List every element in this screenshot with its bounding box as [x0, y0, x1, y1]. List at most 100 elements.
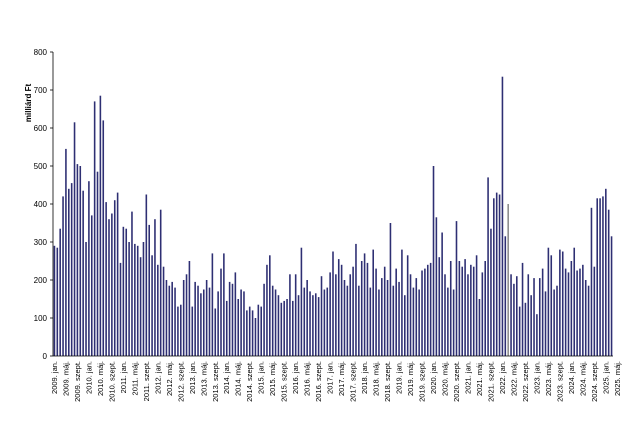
x-tick-label: 2015. jan. — [257, 361, 266, 394]
x-tick-label: 2016. szept. — [314, 361, 323, 402]
bar — [424, 268, 426, 356]
y-tick-label: 800 — [34, 48, 48, 57]
bar — [197, 285, 199, 356]
x-tick-label: 2011. máj. — [130, 361, 139, 395]
y-tick-label: 200 — [34, 276, 48, 285]
bar — [550, 255, 553, 356]
bar — [404, 295, 406, 356]
bar — [68, 188, 70, 356]
bar — [223, 253, 225, 356]
bar — [343, 280, 346, 356]
x-tick-label: 2010. szept. — [107, 361, 116, 402]
x-tick-label: 2024. jan. — [567, 361, 576, 394]
bar — [561, 251, 564, 356]
bar — [372, 249, 374, 356]
bar — [90, 215, 93, 356]
x-tick-label: 2009. szept. — [73, 361, 82, 402]
bar — [487, 177, 489, 356]
bar — [392, 285, 395, 356]
x-tick-label: 2013. máj. — [199, 361, 208, 396]
bar — [358, 285, 360, 356]
bar — [277, 295, 280, 356]
x-tick-label: 2009. máj. — [61, 361, 70, 396]
bar — [383, 266, 386, 356]
bar — [507, 204, 509, 356]
bar — [570, 261, 573, 356]
bar — [113, 200, 116, 356]
bar — [159, 209, 162, 356]
bar — [533, 278, 535, 356]
x-tick-label: 2019. máj. — [406, 361, 415, 396]
bar — [455, 221, 458, 356]
bar — [85, 242, 87, 356]
bar — [567, 272, 570, 356]
bar — [214, 308, 217, 356]
x-tick-label: 2012. máj. — [165, 361, 174, 396]
bar — [472, 266, 475, 356]
bar — [274, 289, 277, 356]
x-tick-label: 2018. máj. — [372, 361, 381, 396]
bar — [165, 280, 168, 356]
bar — [458, 261, 461, 356]
x-tick-label: 2020. szept. — [452, 361, 461, 402]
bar — [329, 272, 331, 356]
x-tick-label: 2010. jan. — [84, 361, 93, 394]
x-tick-label: 2018. szept. — [383, 361, 392, 402]
x-tick-label: 2019. szept. — [418, 361, 427, 402]
bar — [429, 262, 432, 356]
bar — [294, 274, 297, 356]
bar — [553, 289, 555, 356]
bar — [559, 249, 561, 356]
bar — [579, 268, 581, 356]
bar — [73, 122, 76, 356]
x-tick-label: 2011. szept. — [142, 361, 151, 401]
y-tick-label: 300 — [34, 238, 48, 247]
bar — [323, 289, 326, 356]
bar — [510, 274, 512, 356]
bar — [108, 219, 110, 356]
x-tick-label: 2016. jan. — [291, 361, 300, 394]
bar — [309, 291, 311, 356]
bar — [452, 289, 455, 356]
bar — [56, 247, 59, 356]
y-tick-label: 400 — [34, 200, 48, 209]
bar — [335, 274, 337, 356]
bar — [349, 274, 352, 356]
x-tick-label: 2015. máj. — [268, 361, 277, 396]
bar — [208, 287, 211, 356]
bar — [116, 192, 119, 356]
bar — [105, 202, 107, 356]
x-tick-label: 2010. máj. — [96, 361, 105, 396]
x-tick-label: 2011. jan. — [119, 361, 128, 393]
bar — [303, 287, 306, 356]
bar — [70, 183, 73, 356]
bar — [610, 236, 613, 356]
x-tick-label: 2023. máj. — [544, 361, 553, 396]
bar — [355, 243, 357, 356]
bar — [447, 287, 449, 356]
bar — [378, 289, 380, 356]
x-tick-label: 2023. jan. — [532, 361, 541, 394]
x-tick-label: 2014. máj. — [234, 361, 243, 396]
bar — [406, 255, 409, 356]
bar — [475, 255, 478, 356]
y-axis: 0 100 200 300 400 500 600 700 800 — [34, 48, 54, 361]
bar — [185, 274, 188, 356]
bar — [122, 226, 125, 356]
bar — [602, 196, 604, 356]
bar — [111, 213, 113, 356]
x-tick-label: 2023. szept. — [555, 361, 564, 402]
x-tick-label: 2017. jan. — [326, 361, 335, 394]
bar — [266, 264, 268, 356]
bar — [599, 198, 601, 356]
bar — [326, 287, 329, 356]
bar — [409, 274, 412, 356]
bar — [283, 300, 285, 356]
bar — [398, 281, 400, 356]
bar — [300, 247, 303, 356]
x-tick-label: 2015. szept. — [280, 361, 289, 402]
bar — [306, 280, 308, 356]
bar — [180, 304, 182, 356]
bar — [438, 257, 441, 356]
y-tick-label: 700 — [34, 86, 48, 95]
